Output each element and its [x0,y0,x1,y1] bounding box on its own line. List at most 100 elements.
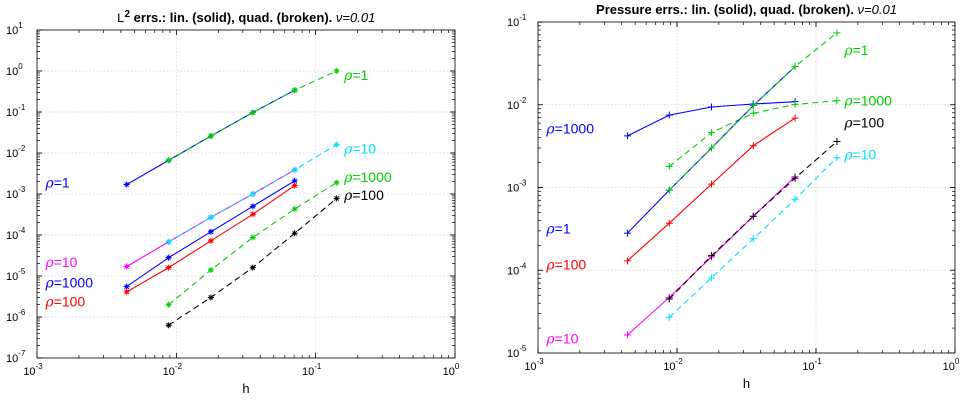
series-8-point [791,195,799,203]
series-annotation-4: ρ=10 [843,147,876,164]
series-line-7 [168,182,337,306]
series-8-point [291,230,298,237]
series-annotation-5: ρ=1000 [545,120,594,137]
series-2-point [791,100,799,108]
series-7-point [249,234,256,241]
y-tick-label: 10-5 [6,267,26,283]
axes-frame [537,21,956,354]
series-7-point [291,206,298,213]
y-tick-label: 10-1 [6,103,26,119]
series-1-point [623,132,631,140]
axes-frame [36,29,456,359]
series-annotation-7: ρ=1000 [44,275,93,292]
series-4-point [207,214,214,221]
x-tick-label: 10-2 [163,362,183,378]
series-8-point [707,274,715,282]
axis-ticks [537,21,956,354]
y-tick-label: 10-4 [6,226,26,242]
series-8-point [207,294,214,301]
series-2-point [165,157,172,164]
chart-title: Pressure errs.: lin. (solid), quad. (bro… [596,2,897,17]
series-2-point [333,68,340,74]
x-tick-label: 10-3 [23,362,43,378]
series-annotation-5: ρ=1 [44,175,69,192]
series-8-point [833,154,841,162]
series-line-2 [168,70,337,161]
x-axis-label: h [242,381,249,396]
series-line-7 [668,141,838,300]
series-annotation-8: ρ=100 [44,293,85,310]
y-tick-label: 10-2 [6,144,26,160]
series-2-point [665,162,673,170]
series-5-point [749,142,757,150]
series-7-point [707,252,715,260]
chart-panel-1: 10-3 10-2 10-1 100 10-7 10-6 10-5 10-4 10-3 10-2 1… [6,9,460,396]
series-line-4 [168,144,337,243]
series-8-point [665,313,673,321]
series-annotation-2: ρ=10 [343,140,376,157]
series-2-point [207,132,214,139]
y-tick-label: 10-6 [6,308,26,324]
series-annotation-7: ρ=100 [545,256,586,273]
series-4-point [791,62,799,70]
series-annotation-6: ρ=1 [545,220,570,237]
y-tick-label: 100 [6,62,23,78]
series-line-4 [668,32,838,191]
series-annotation-3: ρ=1000 [343,169,392,186]
series-5-point [623,257,631,265]
y-tick-label: 101 [6,21,23,37]
series-4-point [707,144,715,152]
series-8-point [333,195,340,202]
series-annotation-6: ρ=10 [44,254,77,271]
series-4-point [833,29,841,37]
series-1-point [707,103,715,111]
series-2-point [249,109,256,116]
x-tick-label: 100 [943,357,960,373]
series-5-point [791,114,799,122]
series-3-point [123,263,130,270]
series-7-point [665,295,673,303]
series-5-point [249,203,256,210]
series-annotation-8: ρ=10 [545,330,578,347]
series-7-point [165,301,172,308]
series-5-point [165,254,172,261]
series-6-point [207,237,214,244]
series-annotation-2: ρ=1000 [843,93,892,110]
series-5-point [707,180,715,188]
series-5-point [665,219,673,227]
series-4-point [165,238,172,245]
series-4-point [665,186,673,194]
series-5-point [291,177,298,184]
x-tick-label: 10-2 [663,357,683,373]
series-7-point [333,179,340,186]
chart-title: L2 errs.: lin. (solid), quad. (broken). … [117,9,376,26]
series-4-point [749,101,757,109]
series-8-point [749,235,757,243]
series-6-point [123,288,130,295]
series-1-point [665,111,673,119]
x-tick-label: 10-3 [524,357,544,373]
series-2-point [707,129,715,137]
series-2-point [833,97,841,105]
y-tick-label: 10-3 [507,179,527,195]
series-annotation-4: ρ=100 [343,187,384,204]
series-7-point [207,267,214,274]
series-6-point [249,211,256,218]
x-tick-label: 100 [443,362,460,378]
series-7-point [791,174,799,182]
series-2-point [291,87,298,94]
series-annotation-1: ρ=1 [343,67,368,84]
series-4-point [333,141,340,148]
series-6-point [623,331,631,339]
series-7-point [749,212,757,220]
y-tick-label: 10-2 [507,96,527,112]
series-7-point [833,137,841,145]
x-tick-label: 10-1 [802,357,822,373]
chart-panel-2: 10-3 10-2 10-1 100 10-5 10-4 10-3 10-2 10-1 ρ=1 ρ=… [507,2,960,391]
series-annotation-1: ρ=1 [843,42,868,59]
series-6-point [165,264,172,271]
y-tick-label: 10-1 [507,13,527,29]
series-group [123,68,340,329]
